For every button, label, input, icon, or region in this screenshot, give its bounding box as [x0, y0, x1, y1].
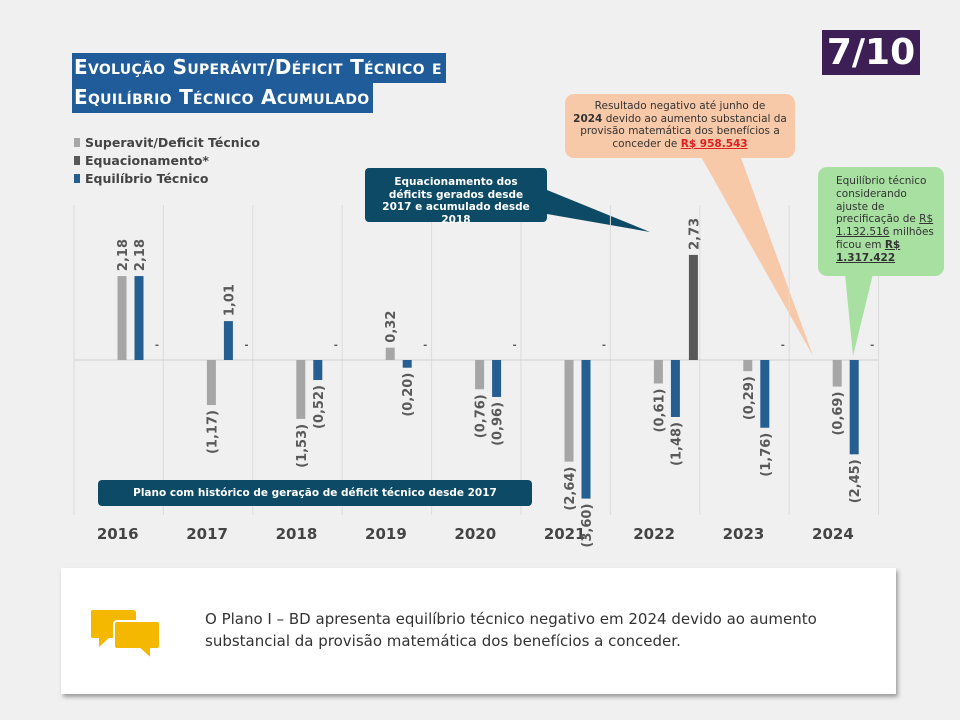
callout-equacionamento: Equacionamento dos déficits gerados desd… [365, 168, 547, 226]
summary-note-text: O Plano I – BD apresenta equilíbrio técn… [205, 610, 817, 650]
bar-superavit [206, 360, 216, 406]
data-label: (2,45) [848, 459, 863, 503]
callout-equilibrio-text-2: milhões ficou em [836, 226, 934, 251]
deficit-history-band: Plano com histórico de geração de défici… [98, 480, 532, 506]
data-label: 0,32 [384, 311, 399, 343]
data-label: - [155, 340, 159, 351]
title-line-1: Evolução Superávit/Déficit Técnico e [72, 53, 446, 83]
bar-equilibrio [134, 276, 144, 360]
category-label: 2019 [365, 525, 407, 543]
bar-superavit [832, 360, 842, 387]
bar-superavit [653, 360, 663, 384]
legend-swatch-equilibrio [74, 173, 80, 183]
data-label: (0,29) [742, 376, 757, 420]
legend-label-equilibrio: Equilíbrio Técnico [85, 170, 209, 186]
callout-resultado: Resultado negativo até junho de 2024 dev… [565, 94, 795, 158]
chart-legend: Superavit/Deficit Técnico Equacionamento… [74, 133, 260, 187]
data-label: 2,18 [116, 239, 131, 271]
page-number: 7/10 [822, 30, 920, 75]
legend-label-superavit: Superavit/Deficit Técnico [85, 134, 260, 150]
category-label: 2017 [186, 525, 228, 543]
data-label: (2,64) [563, 467, 578, 511]
data-label: (1,48) [669, 422, 684, 466]
callout-equilibrio-text-1: Equilíbrio técnico considerando ajuste d… [836, 175, 927, 226]
bar-equacionamento [688, 254, 698, 360]
chat-bubbles-icon [91, 610, 161, 662]
bar-chart: 2016 2,18 - 2,18 2017 (1,17) - 1,01 2018 (1,53) - (… [73, 155, 880, 548]
data-label: - [244, 340, 248, 351]
data-label: 1,01 [222, 284, 237, 316]
data-label: (0,52) [312, 385, 327, 429]
bar-equilibrio [849, 360, 859, 455]
callout-equilibrio-value-1: R$ 1.132.516 [836, 213, 934, 239]
category-label: 2024 [812, 525, 854, 543]
callout-orange-pointer [700, 155, 813, 356]
category-label: 2016 [97, 525, 139, 543]
category-label: 2020 [454, 525, 496, 543]
callout-green-pointer [845, 274, 873, 356]
data-label: - [423, 340, 427, 351]
bar-equilibrio [402, 360, 412, 368]
callout-resultado-text-1: Resultado negativo até junho de [594, 100, 766, 112]
category-label: 2023 [723, 525, 765, 543]
data-label: - [602, 340, 606, 351]
data-label: (0,20) [401, 373, 416, 417]
data-label: (3,60) [580, 504, 595, 548]
callout-equilibrio: Equilíbrio técnico considerando ajuste d… [818, 167, 944, 276]
legend-item-superavit: Superavit/Deficit Técnico [74, 133, 260, 151]
data-label: - [334, 340, 338, 351]
category-label: 2021 [544, 525, 586, 543]
data-label: (1,53) [295, 424, 310, 468]
chart-title: Evolução Superávit/Déficit Técnico e Equ… [72, 53, 446, 113]
summary-note: O Plano I – BD apresenta equilíbrio técn… [61, 568, 896, 694]
data-label: (0,96) [491, 402, 506, 446]
bar-equilibrio [581, 360, 591, 499]
bar-equilibrio [760, 360, 770, 428]
bar-superavit [385, 347, 395, 360]
legend-swatch-equacionamento [74, 155, 80, 165]
bar-superavit [743, 360, 753, 372]
data-label: 2,18 [133, 239, 148, 271]
callout-resultado-year: 2024 [573, 112, 603, 125]
legend-item-equilibrio: Equilíbrio Técnico [74, 169, 260, 187]
bar-superavit [564, 360, 574, 462]
data-label: (1,17) [205, 410, 220, 454]
callout-resultado-value: R$ 958.543 [680, 137, 748, 150]
data-label: (0,76) [474, 394, 489, 438]
category-label: 2018 [276, 525, 318, 543]
title-line-2: Equilíbrio Técnico Acumulado [72, 83, 374, 113]
callout-equilibrio-value-2: R$ 1.317.422 [836, 238, 901, 264]
data-label: (1,76) [759, 433, 774, 477]
data-label: (0,61) [652, 388, 667, 432]
category-label: 2022 [633, 525, 675, 543]
data-label: (0,69) [831, 392, 846, 436]
bar-equilibrio [492, 360, 502, 397]
callout-resultado-text-2: devido ao aumento substancial da provisã… [580, 112, 787, 150]
legend-swatch-superavit [74, 137, 80, 147]
bar-superavit [117, 276, 127, 360]
data-label: - [870, 340, 874, 351]
bar-equilibrio [223, 321, 233, 360]
data-label: 2,73 [687, 218, 702, 250]
data-label: - [513, 340, 517, 351]
bar-equilibrio [313, 360, 323, 381]
bar-superavit [475, 360, 485, 390]
bar-equilibrio [670, 360, 680, 417]
data-label: - [781, 340, 785, 351]
legend-label-equacionamento: Equacionamento* [85, 152, 209, 168]
callout-navy-pointer [520, 190, 650, 232]
bar-superavit [296, 360, 306, 419]
legend-item-equacionamento: Equacionamento* [74, 151, 260, 169]
